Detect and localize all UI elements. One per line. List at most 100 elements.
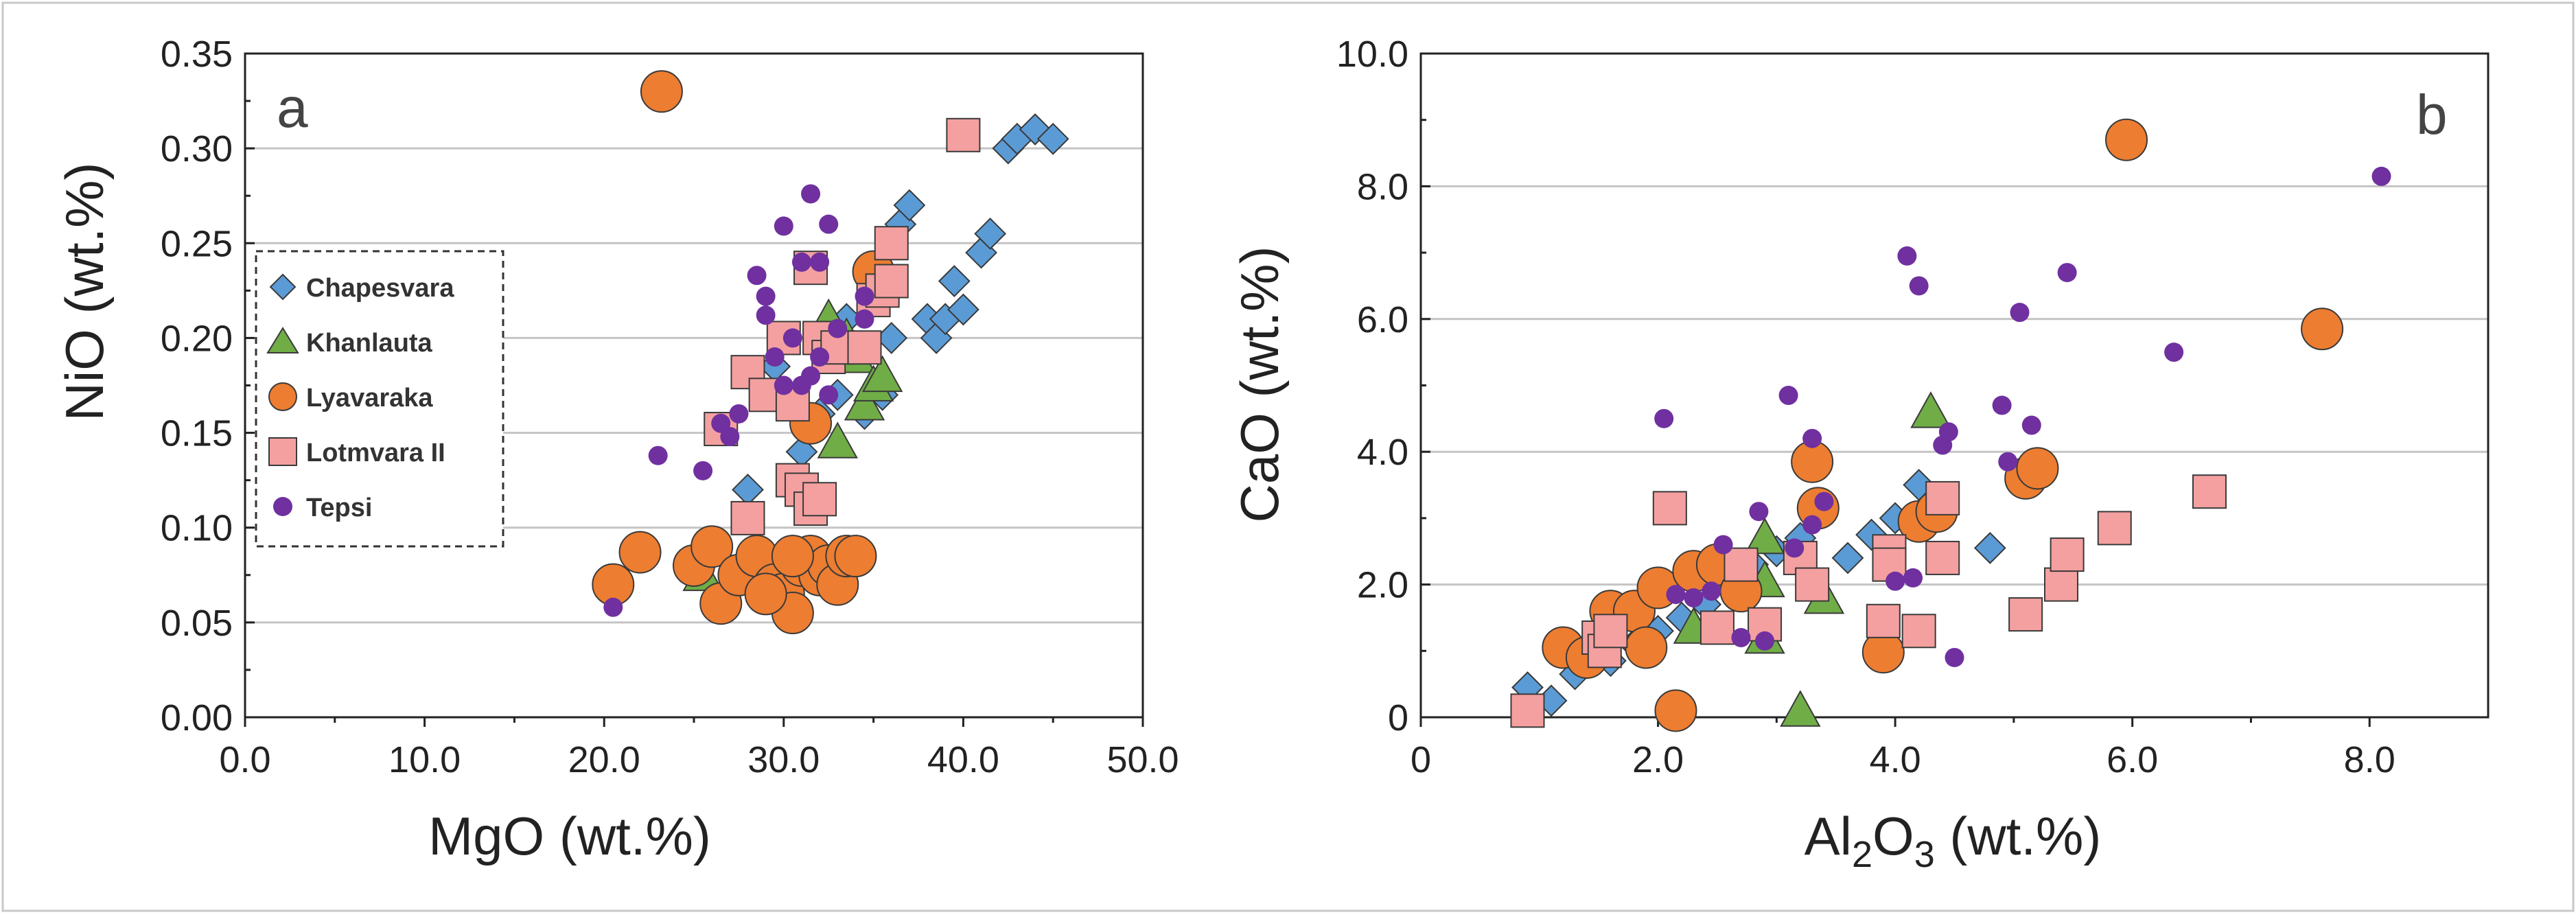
legend: Chapesvara Khanlauta Lyavaraka Lotmvara II T… bbox=[255, 250, 504, 548]
panel-a-point-tepsi bbox=[720, 427, 740, 447]
panel-a-y-tick-label: 0.35 bbox=[161, 34, 233, 75]
panel-b-y-tick-label: 2.0 bbox=[1357, 565, 1408, 606]
panel-b-x-tick-labels: 0 2.0 4.0 6.0 8.0 bbox=[1411, 739, 2395, 780]
panel-b-point-tepsi bbox=[1778, 386, 1798, 406]
legend-marker-khanlauta bbox=[266, 327, 299, 353]
panel-b-point-khanlauta bbox=[1910, 391, 1951, 428]
panel-b-point-tepsi bbox=[2010, 303, 2030, 323]
legend-marker-lotmvara-ii bbox=[268, 437, 297, 466]
panel-b-point-tepsi bbox=[2057, 263, 2077, 283]
panel-a-point-tepsi bbox=[782, 328, 802, 348]
panel-a-x-tick-label: 0.0 bbox=[219, 739, 270, 780]
panel-a-point-tepsi bbox=[603, 597, 623, 617]
legend-item-lyavaraka: Lyavaraka bbox=[268, 382, 433, 413]
panel-a-point-chapesvara bbox=[974, 218, 1007, 250]
legend-label-tepsi: Tepsi bbox=[306, 494, 372, 522]
panel-a-point-chapesvara bbox=[938, 265, 971, 297]
panel-b-point-tepsi bbox=[1802, 515, 1822, 535]
panel-b-point-tepsi bbox=[1702, 581, 1721, 601]
panel-a-y-axis-title: NiO (wt.%) bbox=[54, 163, 115, 421]
panel-b-point-tepsi bbox=[2164, 343, 2184, 362]
panel-b-x-title-units: (wt.%) bbox=[1935, 806, 2102, 866]
panel-a-tick-marks bbox=[244, 52, 1144, 727]
panel-b-point-khanlauta bbox=[1780, 690, 1821, 727]
legend-item-lotmvara-ii: Lotmvara II bbox=[268, 437, 445, 467]
panel-a-y-tick-label: 0.20 bbox=[161, 318, 233, 359]
panel-b-y-tick-label: 0 bbox=[1388, 697, 1408, 739]
legend-label-lotmvara-ii: Lotmvara II bbox=[306, 439, 445, 467]
panel-b-x-tick-label: 2.0 bbox=[1632, 739, 1684, 780]
panel-b-x-title-al: Al bbox=[1805, 806, 1852, 866]
panel-b-point-lotmvara-ii bbox=[1925, 540, 1960, 575]
panel-b-point-tepsi bbox=[1755, 631, 1775, 651]
panel-b-point-lotmvara-ii bbox=[1593, 614, 1628, 649]
panel-b-point-tepsi bbox=[1785, 538, 1805, 558]
panel-a-y-tick-label: 0.10 bbox=[161, 508, 233, 549]
panel-b-point-lotmvara-ii bbox=[2097, 511, 2132, 546]
panel-a-point-tepsi bbox=[855, 286, 874, 306]
panel-a-point-chapesvara bbox=[1036, 122, 1069, 155]
panel-a: 0.0 10.0 20.0 30.0 40.0 50.0 0.00 0.05 0.10 0.15… bbox=[54, 34, 1179, 866]
panel-a-series-tepsi bbox=[603, 184, 874, 617]
panel-a-point-tepsi bbox=[801, 184, 821, 204]
panel-a-y-tick-label: 0.05 bbox=[161, 603, 233, 644]
panel-a-point-tepsi bbox=[693, 461, 713, 480]
panel-b-point-tepsi bbox=[2021, 415, 2041, 435]
panel-a-point-tepsi bbox=[791, 252, 811, 272]
panel-b-point-lyavaraka bbox=[2016, 447, 2059, 490]
panel-b-letter: b bbox=[2416, 84, 2448, 146]
panel-a-x-tick-label: 40.0 bbox=[927, 739, 999, 780]
legend-items: Chapesvara Khanlauta Lyavaraka Lotmvara II T… bbox=[266, 273, 454, 522]
panel-a-point-khanlauta bbox=[817, 421, 858, 458]
panel-b-point-lotmvara-ii bbox=[1795, 567, 1830, 602]
panel-b-y-tick-label: 8.0 bbox=[1357, 166, 1408, 207]
legend-item-chapesvara: Chapesvara bbox=[269, 273, 454, 303]
panel-a-point-tepsi bbox=[756, 305, 776, 325]
panel-a-point-lotmvara-ii bbox=[802, 482, 837, 517]
legend-marker-tepsi bbox=[273, 497, 292, 516]
panel-a-point-tepsi bbox=[819, 214, 839, 234]
panel-b-x-tick-label: 0 bbox=[1411, 739, 1431, 780]
panel-a-point-tepsi bbox=[828, 318, 848, 338]
panel-b-point-tepsi bbox=[1654, 408, 1674, 428]
panel-b-point-tepsi bbox=[1802, 428, 1822, 448]
panel-a-point-lyavaraka bbox=[691, 525, 734, 568]
panel-b-point-lotmvara-ii bbox=[1925, 480, 1960, 515]
panel-b-point-tepsi bbox=[1749, 502, 1769, 522]
panel-a-point-tepsi bbox=[747, 266, 767, 286]
panel-a-point-lotmvara-ii bbox=[946, 117, 981, 152]
panel-b-point-lyavaraka bbox=[1625, 626, 1668, 669]
legend-marker-chapesvara bbox=[269, 273, 297, 301]
panel-b-point-tepsi bbox=[1684, 588, 1704, 607]
panel-a-y-tick-label: 0.15 bbox=[161, 413, 233, 454]
panel-a-point-khanlauta bbox=[861, 355, 903, 393]
panel-b-point-tepsi bbox=[1713, 535, 1733, 555]
panel-b-point-tepsi bbox=[1885, 571, 1905, 591]
panel-a-series-lyavaraka bbox=[592, 70, 895, 635]
legend-item-tepsi: Tepsi bbox=[273, 494, 372, 522]
panel-b-data-points bbox=[1510, 118, 2391, 732]
panel-b-y-axis-title: CaO (wt.%) bbox=[1229, 246, 1290, 522]
panel-b-point-lotmvara-ii bbox=[1510, 693, 1545, 728]
panel-a-data-points bbox=[592, 70, 1069, 635]
panel-a-y-tick-labels: 0.00 0.05 0.10 0.15 0.20 0.25 0.30 0.35 bbox=[161, 34, 233, 739]
panel-b-point-lotmvara-ii bbox=[1901, 614, 1936, 649]
panel-a-x-tick-label: 50.0 bbox=[1106, 739, 1179, 780]
panel-a-point-tepsi bbox=[765, 347, 785, 367]
panel-b-point-lotmvara-ii bbox=[1866, 603, 1901, 638]
panel-b-point-lyavaraka bbox=[2105, 118, 2148, 161]
panel-b-series-lyavaraka bbox=[1542, 118, 2344, 732]
panel-b: 0 2.0 4.0 6.0 8.0 0 2.0 4.0 6.0 8.0 10.0 Al2O3 (w… bbox=[1229, 34, 2490, 875]
panel-b-point-tepsi bbox=[1992, 395, 2012, 415]
panel-b-point-chapesvara bbox=[1831, 542, 1864, 574]
panel-b-point-lotmvara-ii bbox=[2044, 567, 2078, 602]
panel-a-x-axis-title: MgO (wt.%) bbox=[428, 806, 711, 866]
panel-a-point-lotmvara-ii bbox=[874, 264, 909, 299]
panel-a-point-tepsi bbox=[855, 309, 874, 329]
panel-b-x-tick-label: 6.0 bbox=[2107, 739, 2158, 780]
panel-a-point-chapesvara bbox=[947, 293, 979, 326]
panel-b-point-tepsi bbox=[1814, 491, 1834, 511]
panel-b-x-title-o: O bbox=[1872, 806, 1914, 866]
panel-b-x-title-sub-3: 3 bbox=[1914, 834, 1935, 875]
panel-b-point-lyavaraka bbox=[2301, 307, 2344, 351]
